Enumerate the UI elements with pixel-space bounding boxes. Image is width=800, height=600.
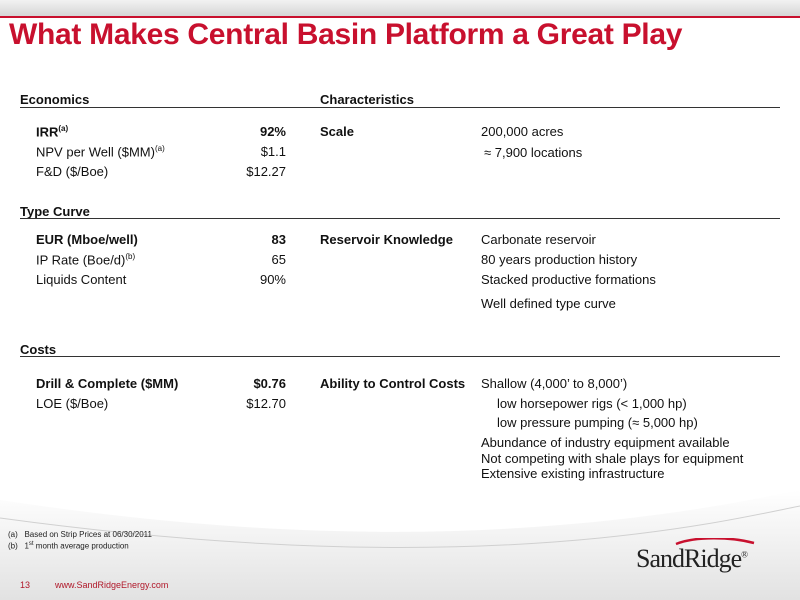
control-line-4: Abundance of industry equipment availabl… [481, 435, 730, 450]
page-number: 13 [20, 580, 31, 590]
sandridge-logo: SandRidge® [636, 538, 776, 578]
footer-website[interactable]: www.SandRidgeEnergy.com [55, 580, 169, 590]
liquids-value: 90% [259, 272, 286, 287]
drill-value: $0.76 [253, 376, 286, 391]
footnote-b: (b) 1st month average production [8, 541, 129, 551]
type-curve-header: Type Curve [20, 204, 90, 219]
type-curve-divider [20, 218, 780, 219]
reservoir-line-1: Carbonate reservoir [481, 232, 596, 247]
characteristics-header: Characteristics [320, 92, 414, 107]
control-line-6: Extensive existing infrastructure [481, 466, 665, 481]
slide-title: What Makes Central Basin Platform a Grea… [9, 18, 683, 51]
logo-text: SandRidge® [636, 544, 748, 573]
title-divider [0, 16, 800, 18]
npv-label: NPV per Well ($MM)(a) [36, 144, 165, 160]
irr-label: IRR(a) [36, 124, 69, 140]
control-line-5: Not competing with shale plays for equip… [481, 451, 744, 466]
control-line-3: low pressure pumping (≈ 5,000 hp) [497, 415, 698, 430]
footnote-a: (a) Based on Strip Prices at 06/30/2011 [8, 530, 152, 539]
scale-acres: 200,000 acres [481, 124, 564, 139]
reservoir-label: Reservoir Knowledge [320, 232, 453, 247]
control-costs-label: Ability to Control Costs [320, 376, 466, 391]
top-bar [0, 0, 800, 16]
liquids-label: Liquids Content [36, 272, 127, 287]
control-line-1: Shallow (4,000’ to 8,000’) [481, 376, 628, 391]
reservoir-line-2: 80 years production history [481, 252, 638, 267]
fd-label: F&D ($/Boe) [36, 164, 109, 179]
loe-label: LOE ($/Boe) [36, 396, 109, 411]
costs-divider [20, 356, 780, 357]
npv-value: $1.1 [260, 144, 286, 159]
loe-value: $12.70 [246, 396, 286, 411]
irr-value: 92% [259, 124, 286, 139]
scale-locations: ≈ 7,900 locations [484, 145, 583, 160]
scale-label: Scale [320, 124, 354, 139]
eur-value: 83 [271, 232, 286, 247]
bottom-wave-graphic [0, 490, 800, 600]
control-line-2: low horsepower rigs (< 1,000 hp) [497, 396, 687, 411]
fd-value: $12.27 [246, 164, 286, 179]
drill-label: Drill & Complete ($MM) [36, 376, 179, 391]
ip-rate-label: IP Rate (Boe/d)(b) [36, 252, 136, 268]
reservoir-line-4: Well defined type curve [481, 296, 616, 311]
costs-header: Costs [20, 342, 57, 357]
ip-rate-value: 65 [271, 252, 286, 267]
economics-divider [20, 107, 780, 108]
reservoir-line-3: Stacked productive formations [481, 272, 656, 287]
logo-swoosh-icon [675, 538, 755, 546]
eur-label: EUR (Mboe/well) [36, 232, 138, 247]
economics-header: Economics [20, 92, 90, 107]
